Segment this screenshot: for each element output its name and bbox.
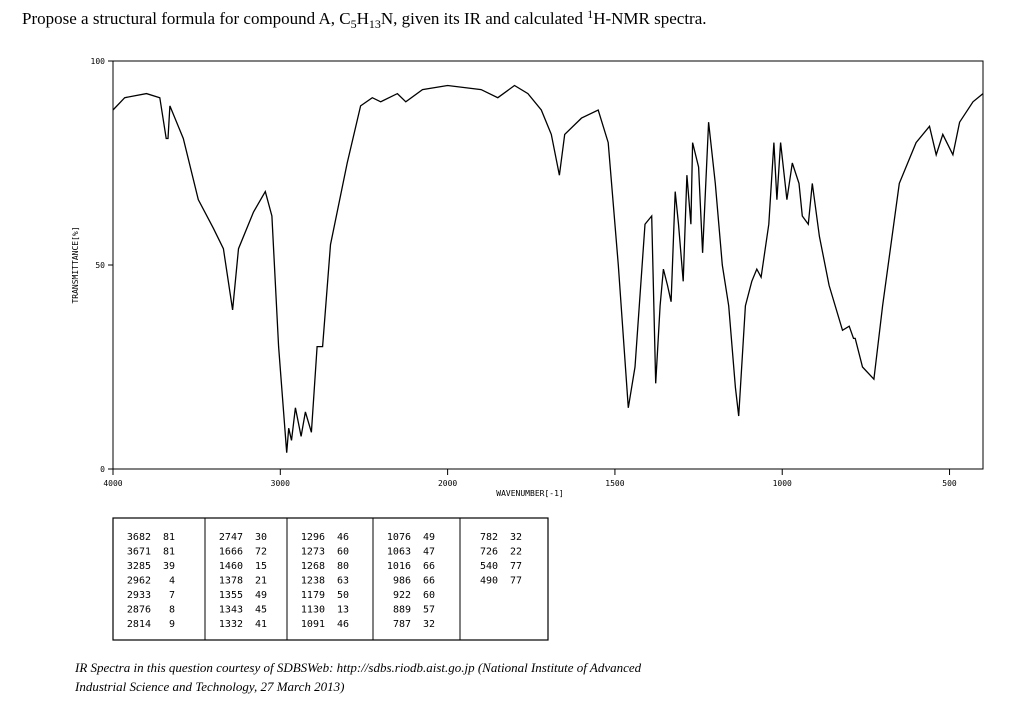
y-tick-label: 100 xyxy=(91,57,106,66)
peak-transmittance: 41 xyxy=(255,619,267,630)
peak-transmittance: 60 xyxy=(423,590,435,601)
footnote-line: IR Spectra in this question courtesy of … xyxy=(74,660,642,675)
peak-transmittance: 50 xyxy=(337,590,349,601)
peak-wavenumber: 1076 xyxy=(387,532,411,543)
peak-transmittance: 60 xyxy=(337,547,349,558)
peak-wavenumber: 1296 xyxy=(301,532,325,543)
peak-wavenumber: 787 xyxy=(393,619,411,630)
y-tick-label: 50 xyxy=(95,261,105,270)
peak-transmittance: 7 xyxy=(169,590,175,601)
peak-transmittance: 9 xyxy=(169,619,175,630)
peak-wavenumber: 2876 xyxy=(127,605,151,616)
peak-wavenumber: 2962 xyxy=(127,576,151,587)
question-part: H-NMR spectra. xyxy=(593,9,706,28)
peak-wavenumber: 1063 xyxy=(387,547,411,558)
peak-wavenumber: 540 xyxy=(480,561,498,572)
peak-wavenumber: 986 xyxy=(393,576,411,587)
peak-wavenumber: 3671 xyxy=(127,547,151,558)
question-part: 1 xyxy=(587,7,593,21)
x-tick-label: 1500 xyxy=(605,479,624,488)
peak-transmittance: 57 xyxy=(423,605,435,616)
peak-wavenumber: 1091 xyxy=(301,619,325,630)
x-tick-label: 3000 xyxy=(271,479,290,488)
peak-transmittance: 45 xyxy=(255,605,267,616)
peak-wavenumber: 3682 xyxy=(127,532,151,543)
peak-transmittance: 80 xyxy=(337,561,349,572)
peak-transmittance: 66 xyxy=(423,576,435,587)
peak-transmittance: 8 xyxy=(169,605,175,616)
peak-transmittance: 21 xyxy=(255,576,267,587)
peak-wavenumber: 1355 xyxy=(219,590,243,601)
peak-transmittance: 46 xyxy=(337,619,349,630)
y-axis-label: TRANSMITTANCE[%] xyxy=(71,226,80,303)
peak-transmittance: 81 xyxy=(163,547,175,558)
plot-frame xyxy=(112,60,984,470)
x-axis-label: WAVENUMBER[-1] xyxy=(496,489,563,498)
peak-wavenumber: 1666 xyxy=(219,547,243,558)
peak-transmittance: 32 xyxy=(423,619,435,630)
peak-transmittance: 66 xyxy=(423,561,435,572)
peak-wavenumber: 1179 xyxy=(301,590,325,601)
y-tick-label: 0 xyxy=(100,465,105,474)
peak-transmittance: 77 xyxy=(510,576,522,587)
question-part: N, given its IR and calculated xyxy=(381,9,587,28)
question-part: Propose a structural formula for compoun… xyxy=(22,9,351,28)
peak-transmittance: 30 xyxy=(255,532,267,543)
peak-wavenumber: 1378 xyxy=(219,576,243,587)
peak-wavenumber: 490 xyxy=(480,576,498,587)
peak-transmittance: 15 xyxy=(255,561,267,572)
peak-wavenumber: 3285 xyxy=(127,561,151,572)
peak-transmittance: 39 xyxy=(163,561,175,572)
peak-wavenumber: 1016 xyxy=(387,561,411,572)
peak-transmittance: 49 xyxy=(255,590,267,601)
footnote-line: Industrial Science and Technology, 27 Ma… xyxy=(74,679,344,694)
peak-transmittance: 49 xyxy=(423,532,435,543)
question-part: 13 xyxy=(369,17,381,31)
spectrum-line xyxy=(112,84,984,453)
x-tick-label: 2000 xyxy=(438,479,457,488)
peak-table-frame xyxy=(112,517,549,641)
peak-transmittance: 72 xyxy=(255,547,267,558)
peak-wavenumber: 1460 xyxy=(219,561,243,572)
peak-transmittance: 13 xyxy=(337,605,349,616)
peak-wavenumber: 1238 xyxy=(301,576,325,587)
x-tick-label: 4000 xyxy=(103,479,122,488)
peak-transmittance: 22 xyxy=(510,547,522,558)
peak-wavenumber: 1332 xyxy=(219,619,243,630)
peak-wavenumber: 2933 xyxy=(127,590,151,601)
peak-transmittance: 32 xyxy=(510,532,522,543)
peak-wavenumber: 782 xyxy=(480,532,498,543)
question-part: 5 xyxy=(351,17,357,31)
peak-transmittance: 47 xyxy=(423,547,435,558)
peak-wavenumber: 1130 xyxy=(301,605,325,616)
question: Propose a structural formula for compoun… xyxy=(22,7,707,31)
question-part: H xyxy=(357,9,369,28)
peak-wavenumber: 922 xyxy=(393,590,411,601)
peak-transmittance: 46 xyxy=(337,532,349,543)
x-tick-label: 1000 xyxy=(773,479,792,488)
peak-wavenumber: 726 xyxy=(480,547,498,558)
peak-wavenumber: 1268 xyxy=(301,561,325,572)
peak-transmittance: 4 xyxy=(169,576,175,587)
peak-wavenumber: 2814 xyxy=(127,619,151,630)
peak-transmittance: 81 xyxy=(163,532,175,543)
x-tick-label: 500 xyxy=(942,479,957,488)
peak-wavenumber: 889 xyxy=(393,605,411,616)
peak-wavenumber: 1273 xyxy=(301,547,325,558)
peak-transmittance: 63 xyxy=(337,576,349,587)
peak-wavenumber: 1343 xyxy=(219,605,243,616)
peak-wavenumber: 2747 xyxy=(219,532,243,543)
peak-transmittance: 77 xyxy=(510,561,522,572)
